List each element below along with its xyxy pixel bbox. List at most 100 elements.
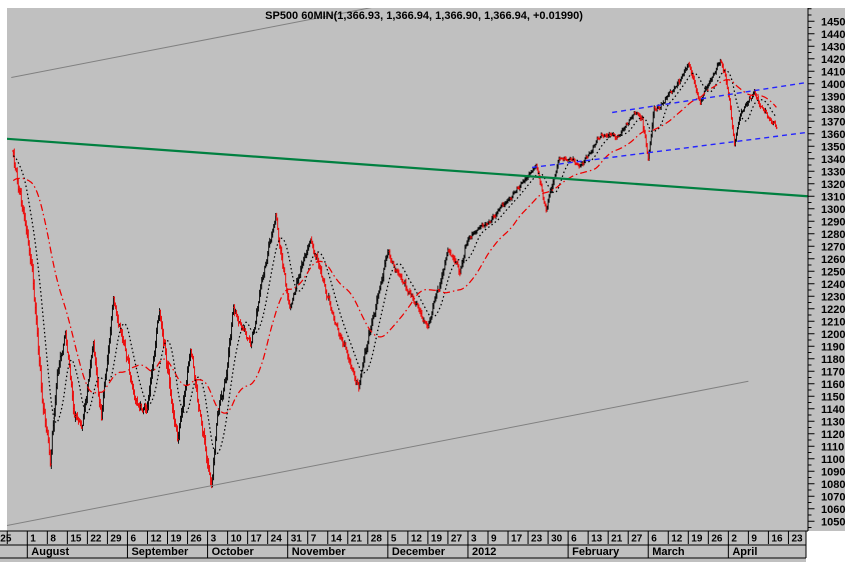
y-axis-label: 1090 <box>821 466 845 478</box>
x-day-label: 21 <box>351 534 363 545</box>
y-axis-label: 1390 <box>821 91 845 103</box>
x-day-label: 12 <box>671 534 683 545</box>
x-day-label: 12 <box>411 534 423 545</box>
x-day-label: 28 <box>371 534 383 545</box>
x-day-label: 31 <box>291 534 303 545</box>
x-day-label: 6 <box>651 534 657 545</box>
y-axis-label: 1160 <box>821 379 845 391</box>
fast-ma-line <box>12 69 777 455</box>
blue-channel-lower <box>531 131 807 169</box>
gray-lower-channel <box>7 380 749 527</box>
y-axis-label: 1280 <box>821 229 845 241</box>
x-day-label: 30 <box>551 534 563 545</box>
x-day-label: 17 <box>251 534 263 545</box>
x-day-label: 6 <box>571 534 577 545</box>
blue-channel-upper <box>612 81 807 114</box>
x-day-label: 23 <box>531 534 543 545</box>
y-axis-label: 1350 <box>821 141 845 153</box>
x-day-label: 19 <box>691 534 703 545</box>
x-day-label: 2 <box>731 534 737 545</box>
x-day-label: 7 <box>311 534 317 545</box>
x-month-label: October <box>212 546 255 558</box>
y-axis-label: 1250 <box>821 266 845 278</box>
y-axis-label: 1110 <box>821 441 844 453</box>
y-axis-label: 1080 <box>821 479 845 491</box>
y-axis-label: 1120 <box>821 429 845 441</box>
slow-ma-line <box>12 79 777 414</box>
x-month-label: August <box>31 546 69 558</box>
y-axis: 1050106010701080109011001110112011301140… <box>807 8 845 531</box>
y-axis-label: 1240 <box>821 279 845 291</box>
x-day-label: 22 <box>90 534 102 545</box>
date-axis-background <box>0 531 806 562</box>
y-axis-label: 1320 <box>821 179 845 191</box>
y-axis-label: 1300 <box>821 204 845 216</box>
x-day-label: 10 <box>231 534 243 545</box>
x-month-label: September <box>131 546 189 558</box>
y-axis-label: 1440 <box>821 29 845 41</box>
x-day-label: 3 <box>211 534 217 545</box>
y-axis-label: 1190 <box>821 341 845 353</box>
x-day-label: 3 <box>471 534 477 545</box>
x-day-label: 23 <box>791 534 803 545</box>
x-axis: 25 1 8 15 22 29 6 12 19 26 3 10 17 24 31 7 14 21 28 5 12 19 27… <box>0 530 808 559</box>
x-day-label: 17 <box>511 534 523 545</box>
x-month-label: December <box>392 546 446 558</box>
y-axis-label: 1140 <box>821 404 845 416</box>
y-axis-label: 1340 <box>821 154 845 166</box>
y-axis-label: 1290 <box>821 216 845 228</box>
y-axis-label: 1150 <box>821 391 845 403</box>
x-day-label: 19 <box>171 534 183 545</box>
y-axis-label: 1430 <box>821 41 845 53</box>
price-bars <box>12 58 778 489</box>
x-day-label: 6 <box>130 534 136 545</box>
x-month-label: February <box>572 546 620 558</box>
y-axis-label: 1170 <box>821 366 845 378</box>
y-axis-label: 1450 <box>821 16 845 28</box>
x-day-label: 27 <box>631 534 643 545</box>
x-day-label: 29 <box>110 534 122 545</box>
y-axis-label: 1380 <box>821 104 845 116</box>
x-day-label: 27 <box>451 534 463 545</box>
y-axis-label: 1270 <box>821 241 845 253</box>
x-day-label: 5 <box>391 534 397 545</box>
x-month-label: November <box>292 546 347 558</box>
x-day-label: 1 <box>30 534 36 545</box>
x-day-label: 9 <box>491 534 497 545</box>
x-day-label: 14 <box>331 534 343 545</box>
y-axis-label: 1370 <box>821 116 845 128</box>
x-day-label: 16 <box>771 534 783 545</box>
down-bars <box>12 59 778 489</box>
x-day-label: 8 <box>50 534 56 545</box>
x-day-label: 15 <box>70 534 82 545</box>
y-axis-label: 1310 <box>821 191 845 203</box>
y-axis-label: 1330 <box>821 166 845 178</box>
y-axis-label: 1410 <box>821 66 845 78</box>
x-day-label: 24 <box>271 534 283 545</box>
y-axis-label: 1420 <box>821 54 845 66</box>
y-axis-label: 1360 <box>821 129 845 141</box>
x-day-label: 9 <box>751 534 757 545</box>
x-day-label: 21 <box>611 534 623 545</box>
gray-upper-channel <box>11 8 372 78</box>
chart-title: SP500 60MIN(1,366.93, 1,366.94, 1,366.90… <box>265 10 583 22</box>
x-month-label: March <box>652 546 685 558</box>
x-month-label: 2012 <box>472 546 496 558</box>
y-axis-label: 1130 <box>821 416 845 428</box>
x-month-label: April <box>732 546 757 558</box>
y-axis-label: 1050 <box>821 516 845 528</box>
x-day-label: 25 <box>0 534 12 545</box>
green-resistance-line <box>7 137 808 198</box>
y-axis-label: 1100 <box>821 454 845 466</box>
y-axis-label: 1210 <box>821 316 845 328</box>
y-axis-label: 1070 <box>821 491 845 503</box>
x-day-label: 19 <box>431 534 443 545</box>
y-axis-label: 1230 <box>821 291 845 303</box>
x-day-label: 13 <box>591 534 603 545</box>
y-axis-label: 1260 <box>821 254 845 266</box>
y-axis-label: 1060 <box>821 504 845 516</box>
y-axis-label: 1200 <box>821 329 845 341</box>
chart-plot-surface[interactable] <box>7 8 808 531</box>
